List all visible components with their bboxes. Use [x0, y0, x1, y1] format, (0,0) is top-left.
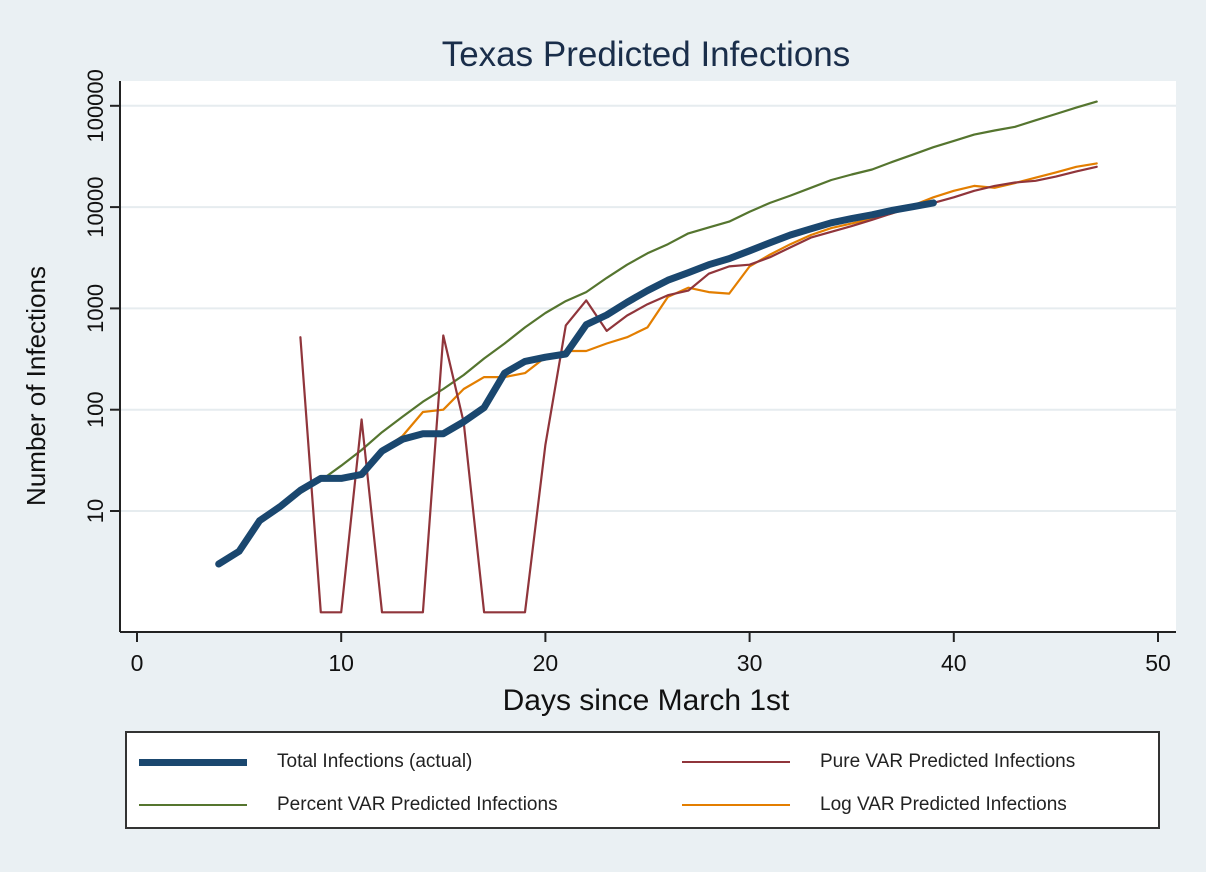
- x-axis-label: Days since March 1st: [503, 684, 790, 717]
- series-line: [278, 100, 1098, 508]
- legend-label: Log VAR Predicted Infections: [820, 794, 1067, 815]
- legend-label: Pure VAR Predicted Infections: [820, 751, 1076, 772]
- legend-label: Total Infections (actual): [277, 751, 473, 772]
- y-axis-label: Number of Infections: [21, 266, 51, 506]
- y-tick-label: 10: [83, 499, 108, 523]
- legend-swatch: [682, 761, 790, 763]
- x-tick-label: 50: [1145, 650, 1171, 676]
- series-lines: [215, 100, 1098, 614]
- series-line: [215, 199, 937, 568]
- x-tick-label: 0: [131, 650, 144, 676]
- legend-swatch: [139, 804, 247, 806]
- y-tick-label: 100000: [83, 69, 108, 142]
- legend-item: Pure VAR Predicted Infections: [682, 750, 1075, 774]
- legend-item: Total Infections (actual): [139, 750, 472, 774]
- axes: 10 100 1000 10000 100000 0 10 20 30 40 50: [83, 69, 1176, 676]
- grid-lines: [121, 104, 1176, 512]
- legend-label: Percent VAR Predicted Infections: [277, 794, 558, 815]
- y-tick-label: 10000: [83, 177, 108, 238]
- legend-item: Log VAR Predicted Infections: [682, 793, 1067, 817]
- y-tick-label: 1000: [83, 284, 108, 333]
- legend-swatch: [139, 758, 247, 766]
- legend: Total Infections (actual) Pure VAR Predi…: [125, 731, 1160, 829]
- x-tick-label: 30: [737, 650, 763, 676]
- plot-area: [120, 81, 1176, 632]
- chart-title: Texas Predicted Infections: [442, 35, 851, 74]
- x-tick-label: 20: [533, 650, 559, 676]
- y-tick-label: 100: [83, 391, 108, 428]
- legend-swatch: [682, 804, 790, 806]
- x-tick-label: 40: [941, 650, 967, 676]
- legend-item: Percent VAR Predicted Infections: [139, 793, 558, 817]
- series-line: [299, 165, 1098, 614]
- x-tick-label: 10: [328, 650, 354, 676]
